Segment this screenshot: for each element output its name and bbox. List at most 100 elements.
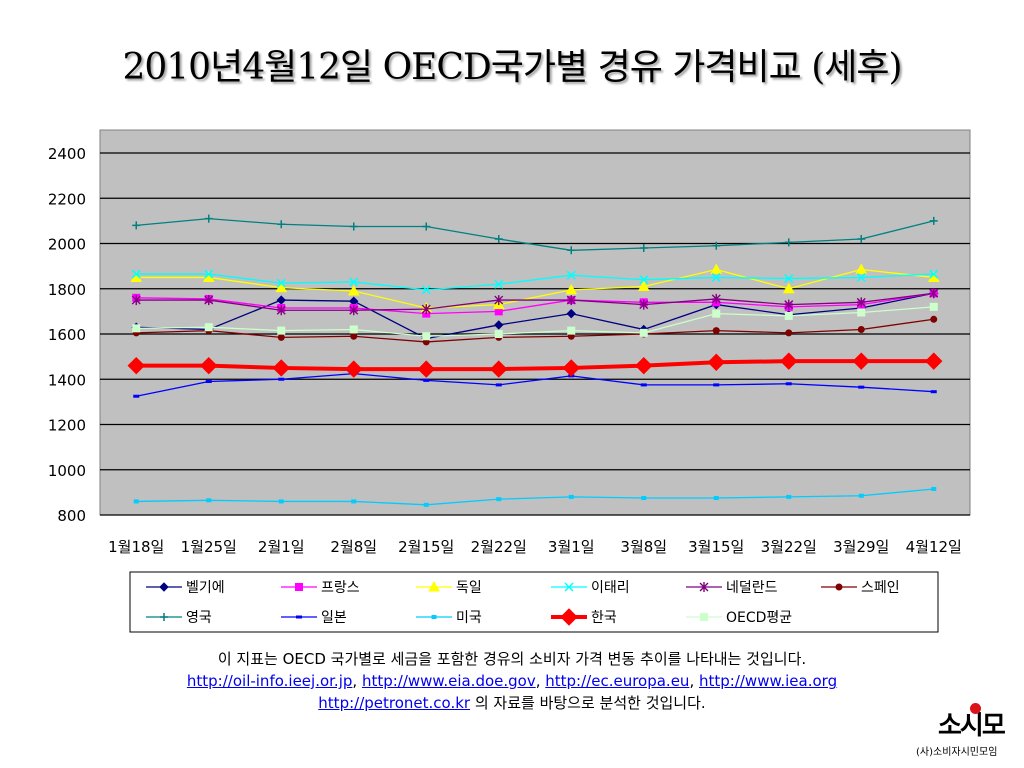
x-tick-label: 2월15일 — [398, 538, 454, 556]
data-point — [423, 378, 430, 382]
data-point — [131, 269, 141, 279]
y-tick-label: 1000 — [48, 462, 86, 480]
legend-item: 미국 — [416, 610, 482, 626]
data-point — [785, 382, 792, 386]
data-point — [133, 499, 139, 504]
data-point — [349, 305, 359, 316]
data-point — [417, 360, 435, 378]
note-description: 이 지표는 OECD 국가별로 세금을 포함한 경유의 소비자 가격 변동 추이… — [217, 650, 807, 668]
data-point — [567, 246, 576, 255]
data-point — [204, 269, 214, 279]
x-tick-label: 3월15일 — [688, 538, 744, 556]
legend-item: 한국 — [551, 608, 617, 626]
data-point — [784, 238, 793, 247]
data-point — [639, 275, 649, 285]
legend-item: 이태리 — [551, 580, 630, 596]
data-point — [635, 356, 653, 375]
legend-label: 일본 — [321, 610, 347, 626]
data-point — [349, 277, 359, 287]
data-point — [786, 494, 792, 499]
x-tick-label: 2월22일 — [471, 538, 527, 556]
data-point — [566, 308, 576, 319]
data-point — [347, 284, 360, 296]
legend-item: OECD평균 — [686, 610, 792, 626]
source-link-petronet[interactable]: http://petronet.co.kr — [318, 694, 471, 712]
page-title: 2010년4월12일 OECD국가별 경유 가격비교 (세후) — [122, 47, 902, 88]
data-point — [277, 333, 285, 341]
legend-label: 벨기에 — [186, 580, 225, 596]
note-tail-line: http://petronet.co.kr 의 자료를 바탕으로 분석한 것입니… — [0, 692, 1024, 714]
data-point — [495, 383, 502, 387]
data-point — [856, 297, 866, 308]
data-point — [712, 241, 721, 250]
data-point — [272, 359, 290, 377]
legend-item: 프랑스 — [281, 580, 360, 596]
data-point — [930, 315, 938, 323]
data-point — [857, 308, 866, 317]
x-axis-ticks: 1월18일 1월25일 2월1일 2월8일 2월15일 2월22일 3월1일 3월8일 3월15… — [108, 538, 962, 556]
data-point — [133, 394, 140, 398]
data-point — [857, 325, 865, 333]
x-tick-label: 3월8일 — [620, 538, 667, 556]
legend-label: OECD평균 — [726, 610, 792, 626]
data-point — [422, 332, 431, 341]
link-separator: , — [535, 672, 546, 690]
source-link-eia[interactable]: http://www.eia.doe.gov — [361, 672, 536, 690]
link-separator: , — [689, 672, 699, 690]
y-tick-label: 800 — [57, 507, 86, 525]
source-link-ieej[interactable]: http://oil-info.ieej.or.jp — [186, 672, 353, 690]
x-tick-label: 1월25일 — [181, 538, 237, 556]
y-tick-label: 1400 — [48, 371, 86, 389]
y-tick-label: 2000 — [48, 236, 86, 254]
source-note: 이 지표는 OECD 국가별로 세금을 포함한 경유의 소비자 가격 변동 추이… — [0, 648, 1024, 714]
legend-swatch-marker — [699, 582, 709, 592]
legend-item: 독일 — [416, 580, 482, 596]
y-tick-label: 2200 — [48, 190, 86, 208]
data-point — [206, 498, 212, 503]
data-point — [494, 330, 503, 338]
data-point — [494, 320, 504, 330]
data-point — [785, 329, 793, 337]
legend-swatch-marker — [431, 615, 437, 619]
data-point — [931, 486, 937, 491]
data-point — [929, 302, 938, 311]
data-point — [277, 220, 286, 229]
legend-swatch-marker — [560, 608, 578, 626]
data-point — [566, 295, 576, 306]
data-point — [639, 299, 649, 310]
series-line — [136, 292, 934, 340]
series-line — [136, 217, 934, 251]
legend-label: 스페인 — [861, 580, 900, 596]
series-9 — [133, 486, 937, 507]
data-point — [852, 352, 870, 370]
legend-swatch-marker — [159, 582, 169, 592]
source-link-iea[interactable]: http://www.iea.org — [698, 672, 838, 690]
data-point — [566, 270, 576, 280]
series-10 — [127, 352, 943, 378]
note-links-line: http://oil-info.ieej.or.jp, http://www.e… — [0, 670, 1024, 692]
legend-item: 네덜란드 — [686, 580, 778, 596]
y-tick-label: 1800 — [48, 281, 86, 299]
gridlines — [100, 152, 970, 516]
data-point — [421, 304, 431, 315]
data-point — [711, 293, 721, 304]
data-point — [494, 295, 504, 306]
data-point — [276, 278, 286, 288]
series-line — [136, 488, 934, 506]
data-point — [131, 295, 141, 306]
legend-swatch-marker — [295, 583, 303, 591]
series-11 — [132, 302, 938, 341]
x-tick-label: 2월8일 — [330, 538, 377, 556]
legend-swatch-marker — [160, 613, 168, 621]
data-point — [127, 356, 145, 375]
series-5 — [131, 288, 939, 316]
data-point — [712, 327, 720, 335]
series-line — [136, 359, 934, 372]
data-point — [639, 244, 648, 253]
data-point — [780, 352, 798, 370]
x-tick-label: 1월18일 — [108, 538, 164, 556]
legend-label: 네덜란드 — [726, 580, 778, 596]
source-link-ec[interactable]: http://ec.europa.eu — [545, 672, 690, 690]
legend-swatch-marker — [700, 613, 708, 621]
data-point — [278, 499, 284, 504]
